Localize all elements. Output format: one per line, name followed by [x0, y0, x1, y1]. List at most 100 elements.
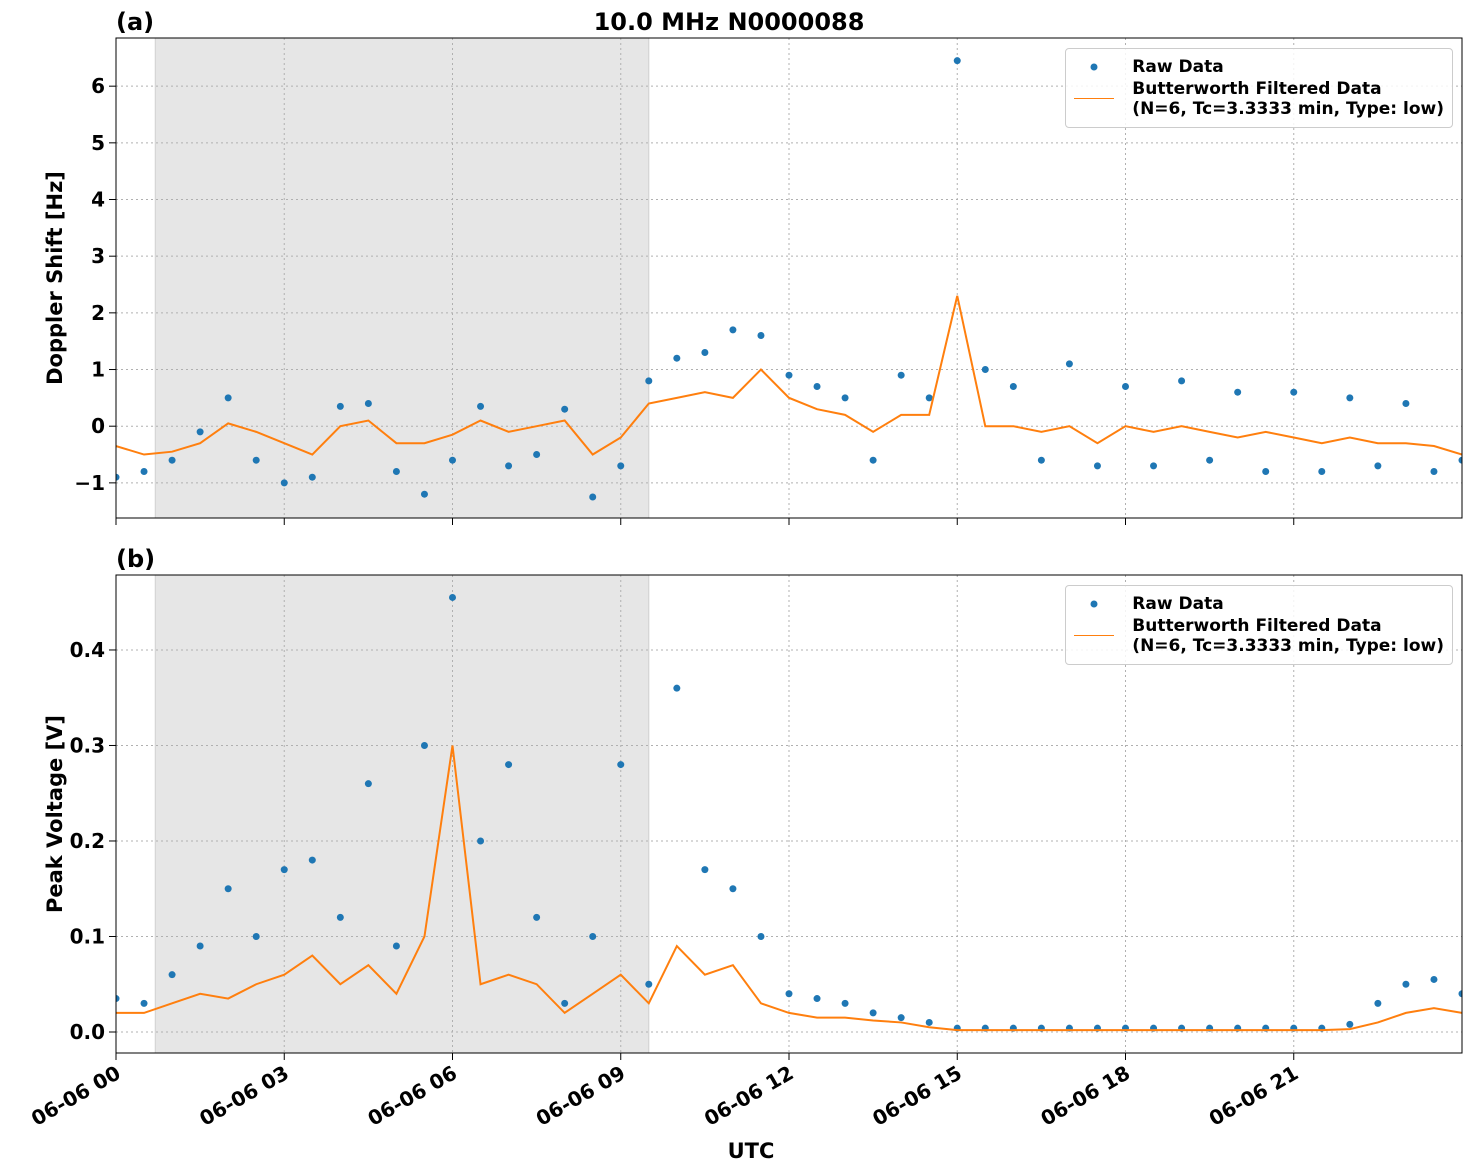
legend-item: Raw Data	[1074, 57, 1444, 77]
raw-point	[645, 980, 653, 988]
raw-point	[841, 394, 849, 402]
y-tick-label: 0.1	[70, 924, 105, 948]
y-tick-label: −1	[74, 471, 105, 495]
raw-point	[1093, 462, 1101, 470]
raw-point	[280, 866, 288, 874]
raw-point	[308, 473, 316, 481]
raw-point	[505, 462, 513, 470]
shaded-span	[154, 37, 650, 519]
raw-point	[392, 468, 400, 476]
legend-label: Raw Data	[1132, 57, 1224, 77]
raw-point	[505, 761, 513, 769]
raw-point	[589, 932, 597, 940]
legend-item: Butterworth Filtered Data (N=6, Tc=3.333…	[1074, 616, 1444, 656]
raw-point	[785, 371, 793, 379]
panel-label: (a)	[116, 8, 154, 36]
y-tick-label: 4	[91, 188, 105, 212]
raw-point	[869, 456, 877, 464]
x-tick-label: 06-06 03	[195, 1061, 293, 1131]
raw-point	[841, 999, 849, 1007]
raw-point	[308, 856, 316, 864]
raw-point	[364, 780, 372, 788]
raw-point	[392, 942, 400, 950]
raw-point	[364, 400, 372, 408]
raw-point	[1290, 388, 1298, 396]
y-tick-label: 0.0	[70, 1020, 105, 1044]
y-tick-label: 0	[91, 414, 105, 438]
filtered-line	[116, 745, 1462, 1032]
x-tick-label: 06-06 15	[868, 1061, 966, 1131]
legend-label: Butterworth Filtered Data (N=6, Tc=3.333…	[1132, 79, 1444, 119]
raw-point	[449, 456, 456, 464]
y-tick-label: 0.4	[70, 638, 105, 662]
raw-point	[617, 462, 625, 470]
raw-point	[897, 371, 905, 379]
x-tick-label: 06-06 18	[1036, 1061, 1134, 1131]
raw-point	[1374, 999, 1382, 1007]
y-tick-label: 0.3	[70, 733, 105, 757]
raw-point	[701, 866, 709, 874]
raw-point	[196, 428, 204, 436]
raw-point	[1430, 468, 1438, 476]
raw-point	[1262, 468, 1270, 476]
raw-point	[140, 999, 148, 1007]
raw-point	[673, 684, 681, 692]
raw-point	[280, 479, 288, 487]
legend-swatch	[1074, 635, 1115, 637]
raw-point	[336, 402, 344, 410]
raw-point	[1150, 462, 1158, 470]
y-tick-label: 6	[91, 74, 105, 98]
raw-point	[1346, 394, 1354, 402]
raw-point	[757, 932, 765, 940]
y-tick-label: 3	[91, 244, 105, 268]
y-tick-label: 5	[91, 131, 105, 155]
raw-point	[925, 394, 933, 402]
raw-point	[1318, 468, 1326, 476]
raw-point	[561, 999, 569, 1007]
raw-point	[757, 332, 765, 340]
raw-point	[477, 837, 485, 845]
raw-point	[252, 932, 260, 940]
legend-swatch	[1090, 63, 1098, 71]
panel-label: (b)	[116, 545, 155, 573]
raw-point	[981, 366, 989, 374]
raw-point	[1009, 383, 1017, 391]
axes-frame	[115, 574, 1463, 1054]
legend: Raw Data Butterworth Filtered Data (N=6, …	[1065, 585, 1453, 665]
raw-point	[1430, 975, 1438, 983]
raw-point	[1402, 980, 1410, 988]
raw-point	[1206, 456, 1214, 464]
legend-key	[1074, 594, 1114, 614]
raw-point	[533, 913, 541, 921]
raw-point	[1374, 462, 1382, 470]
raw-point	[785, 990, 793, 998]
raw-point	[196, 942, 204, 950]
legend-label: Raw Data	[1132, 594, 1224, 614]
raw-point	[252, 456, 260, 464]
raw-point	[1037, 456, 1045, 464]
raw-point	[224, 394, 232, 402]
raw-point	[729, 326, 737, 334]
legend-key	[1074, 616, 1115, 637]
legend-item: Butterworth Filtered Data (N=6, Tc=3.333…	[1074, 79, 1444, 119]
raw-point	[953, 57, 961, 65]
y-axis-label: Peak Voltage [V]	[43, 715, 67, 913]
plot-area	[116, 57, 1462, 501]
raw-point	[449, 593, 456, 601]
x-tick-label: 06-06 00	[27, 1061, 125, 1131]
raw-point	[533, 451, 541, 459]
raw-point	[1346, 1020, 1354, 1028]
raw-point	[589, 493, 597, 501]
raw-point	[729, 885, 737, 893]
chart-title: 10.0 MHz N0000088	[594, 8, 865, 36]
raw-point	[645, 377, 653, 385]
raw-point	[116, 473, 120, 481]
y-tick-label: 1	[91, 358, 105, 382]
raw-point	[813, 995, 821, 1003]
raw-point	[673, 354, 681, 362]
raw-point	[168, 456, 176, 464]
legend-marker	[1090, 600, 1098, 608]
x-tick-label: 06-06 21	[1205, 1061, 1303, 1131]
y-axis-label: Doppler Shift [Hz]	[43, 171, 67, 385]
